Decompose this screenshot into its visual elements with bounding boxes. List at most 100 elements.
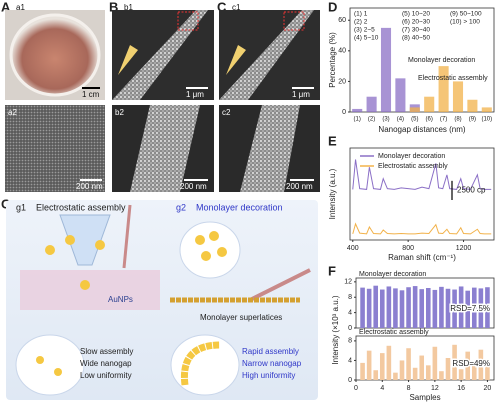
bar <box>465 351 471 380</box>
bar <box>412 286 418 328</box>
image-label: a1 <box>16 3 25 12</box>
x-tick-label: (1) <box>354 117 361 123</box>
x-tick-label: 1200 <box>456 245 472 252</box>
zoom-box <box>177 11 199 31</box>
zoom-box <box>283 11 305 31</box>
series-annotation: Electrostatic assembly <box>418 75 488 82</box>
x-tick-label: 0 <box>354 385 358 392</box>
tip <box>249 268 311 302</box>
x-tick-label: (4) <box>397 117 404 123</box>
outcome: Rapid assembly <box>242 347 299 356</box>
scale-bar-label: 2500 cp <box>457 186 486 195</box>
bar <box>452 289 457 328</box>
y-tick-label: 4 <box>348 357 352 364</box>
x-tick-label: (8) <box>454 117 461 123</box>
plot-frame <box>355 335 495 381</box>
pipette-icon <box>226 45 246 75</box>
bar <box>412 367 418 380</box>
rsd-annotation: RSD=7.5% <box>450 304 490 313</box>
key-entry: (2) 2 <box>354 19 368 26</box>
bar <box>445 288 451 328</box>
particle-chain <box>180 341 221 386</box>
key-entry: (7) 30~40 <box>402 27 430 34</box>
series-annotation: Monolayer decoration <box>408 57 475 64</box>
scale-label: 1 μm <box>292 90 310 99</box>
rsd-annotation: RSD=49% <box>452 359 490 368</box>
particle <box>36 356 44 364</box>
bar <box>439 371 444 380</box>
tip <box>219 10 314 100</box>
particle-label: AuNPs <box>108 295 133 304</box>
schematic-title: Monolayer decoration <box>196 202 283 212</box>
y-axis-label: Intensity (a.u.) <box>328 168 337 219</box>
particle <box>217 247 227 257</box>
x-tick-label: 4 <box>380 385 384 392</box>
x-tick-label: 12 <box>431 385 439 392</box>
tip-detail <box>130 105 200 192</box>
bar <box>373 285 379 328</box>
bar <box>467 99 478 112</box>
y-tick-label: 60 <box>338 17 346 24</box>
image-label: b2 <box>115 108 124 117</box>
particle <box>54 368 62 376</box>
bar <box>399 360 405 380</box>
panel-label: F <box>328 263 336 278</box>
panel-label: D <box>328 0 337 14</box>
bar <box>409 107 420 112</box>
bar <box>406 287 411 328</box>
bar <box>438 66 449 112</box>
dish <box>9 13 101 97</box>
outcome: Wide nanogap <box>80 359 132 368</box>
scale-label: 200 nm <box>286 182 313 191</box>
bar <box>406 348 411 380</box>
key-entry: (4) 5~10 <box>354 35 379 42</box>
tip-detail <box>240 105 300 192</box>
panel-label: B <box>109 0 118 14</box>
outcome: Slow assembly <box>80 347 133 356</box>
bar <box>360 287 365 328</box>
particle <box>80 280 90 290</box>
x-tick-label: 16 <box>457 385 465 392</box>
scale-label: 200 nm <box>76 182 103 191</box>
bar <box>481 107 492 112</box>
x-tick-label: (7) <box>440 117 447 123</box>
spectrum <box>352 222 492 235</box>
bar <box>424 96 435 112</box>
outcome: High uniformity <box>242 371 295 380</box>
solution <box>20 270 160 310</box>
bar <box>380 27 392 112</box>
bar <box>419 289 425 328</box>
schematic-title: Electrostatic assembly <box>36 202 126 212</box>
particle <box>195 235 205 245</box>
bar <box>478 349 484 380</box>
key-entry: (10) > 100 <box>450 19 480 26</box>
bar <box>366 350 372 380</box>
bar <box>379 353 385 380</box>
x-axis-label: Nanogap distances (nm) <box>378 125 465 134</box>
bar <box>485 366 490 380</box>
key-entry: (1) 1 <box>354 11 368 18</box>
bar <box>395 78 406 112</box>
bar <box>452 81 464 112</box>
y-tick-label: 0 <box>348 325 352 332</box>
x-tick-label: (5) <box>411 117 418 123</box>
bar <box>425 365 431 380</box>
bar <box>366 96 377 112</box>
key-entry: (6) 20~30 <box>402 19 430 26</box>
inset <box>15 334 85 396</box>
bar <box>432 289 438 328</box>
bar <box>458 369 464 380</box>
particle <box>45 245 55 255</box>
particle <box>65 235 75 245</box>
bar <box>393 288 398 328</box>
tip <box>112 10 208 100</box>
bar <box>386 286 392 328</box>
image-label: b1 <box>124 3 133 12</box>
bar <box>425 288 431 328</box>
key-entry: (8) 40~50 <box>402 35 430 42</box>
bar <box>352 108 363 112</box>
bar <box>360 362 365 380</box>
x-tick-label: 20 <box>484 385 492 392</box>
x-tick-label: (2) <box>368 117 375 123</box>
